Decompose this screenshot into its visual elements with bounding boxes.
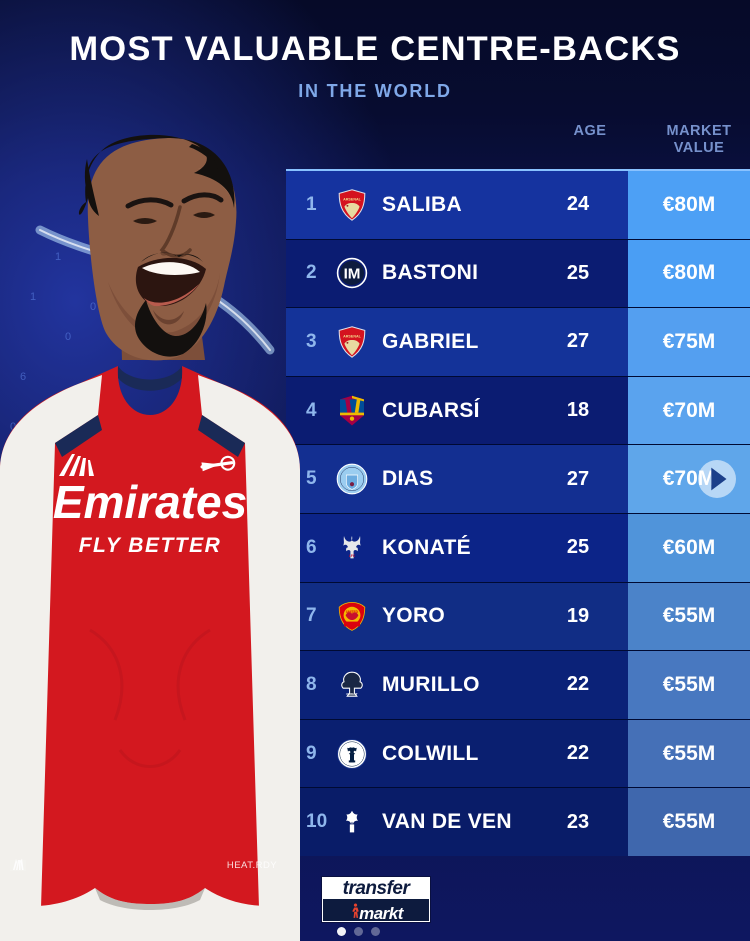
svg-text:1: 1 [55,251,61,263]
svg-text:1: 1 [30,291,36,303]
svg-text:6: 6 [20,371,26,383]
svg-text:LFC: LFC [349,554,356,558]
svg-text:FOREST: FOREST [346,692,357,696]
svg-text:HEAT.RDY: HEAT.RDY [227,860,277,871]
svg-text:0: 0 [65,331,71,343]
svg-text:ARSENAL: ARSENAL [343,335,362,339]
svg-text:Emirates: Emirates [53,476,247,528]
svg-text:ARSENAL: ARSENAL [343,197,362,201]
svg-text:FLY BETTER: FLY BETTER [79,534,222,557]
svg-text:0: 0 [90,301,96,313]
svg-text:IM: IM [344,266,361,283]
